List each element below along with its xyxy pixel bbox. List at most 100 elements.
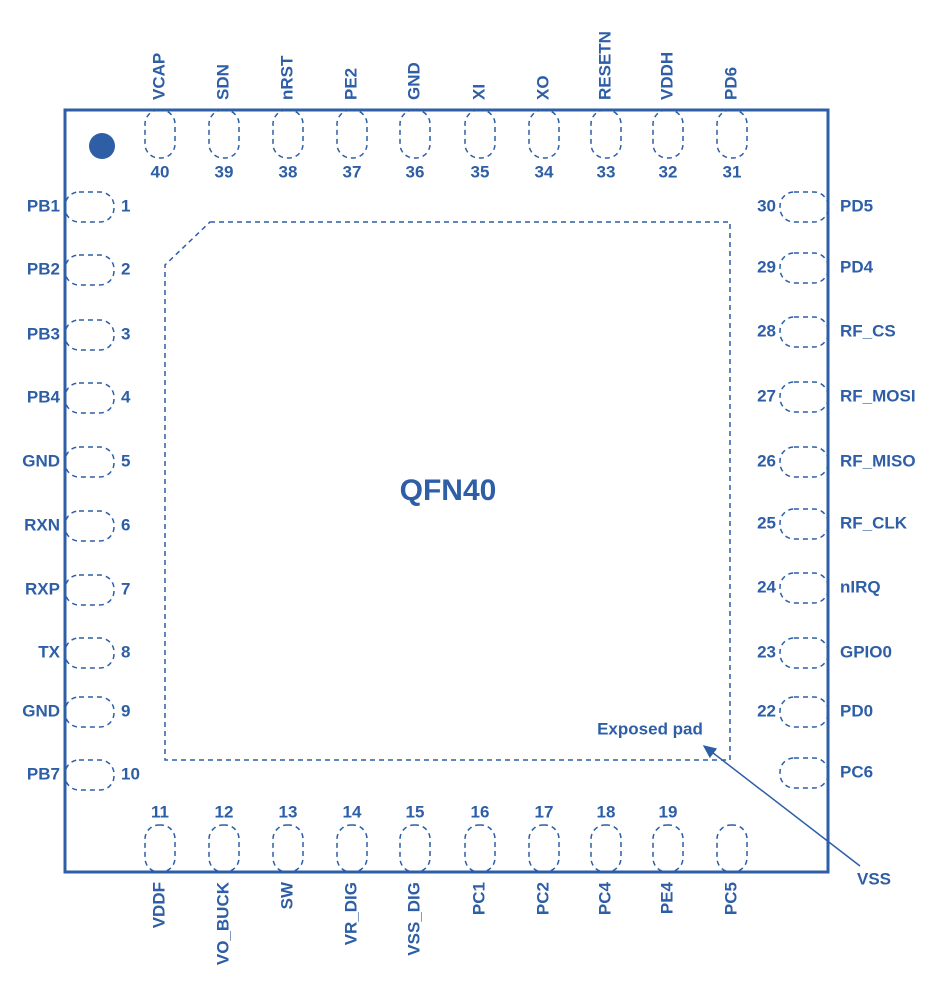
pin-name: RF_CLK: [840, 513, 908, 532]
pin-pad: [64, 696, 115, 728]
pin-number: 2: [121, 259, 130, 278]
pin-name: PE4: [657, 881, 676, 914]
pin-pad: [64, 637, 115, 669]
pin-name: PC2: [533, 882, 552, 915]
pin-number: 39: [215, 162, 234, 181]
pin-number: 31: [723, 162, 742, 181]
pin-number: 32: [659, 162, 678, 181]
pin-number: 25: [757, 513, 776, 532]
pin-number: 15: [406, 802, 425, 821]
pin-number: 17: [535, 802, 554, 821]
pin-pad: [779, 446, 829, 478]
pin-pad: [779, 696, 829, 728]
pin-name: RXP: [25, 579, 60, 598]
pin-number: 34: [535, 162, 554, 181]
pin-number: 22: [757, 701, 776, 720]
pin-number: 38: [279, 162, 298, 181]
pin-number: 29: [757, 257, 776, 276]
pin-pad: [208, 109, 240, 159]
pin-name: PD0: [840, 701, 873, 720]
pin-name: VCAP: [149, 53, 168, 100]
pin-pad: [336, 109, 368, 159]
package-outline: [63, 108, 830, 874]
pin-number: 36: [406, 162, 425, 181]
pin-pad: [64, 319, 115, 351]
pin-number: 9: [121, 701, 130, 720]
pin-number: 8: [121, 642, 130, 661]
pin-name: PC5: [721, 882, 740, 915]
pin-pad: [272, 824, 304, 873]
pin-name: PE2: [341, 68, 360, 100]
pin-number: 6: [121, 515, 130, 534]
pin-name: PB1: [27, 196, 60, 215]
pin-pad: [779, 508, 829, 540]
pin-name: VR_DIG: [341, 882, 360, 945]
pin-name: PC1: [469, 882, 488, 915]
vss-label: VSS: [857, 869, 891, 888]
pin-number: 12: [215, 802, 234, 821]
pin-pad: [779, 381, 829, 413]
pin-name: nIRQ: [840, 577, 881, 596]
exposed-pad-outline: [164, 221, 731, 761]
pin-pad: [779, 637, 829, 669]
pin-name: VO_BUCK: [213, 881, 232, 965]
pin-pad: [779, 316, 829, 348]
pin-name: RXN: [24, 515, 60, 534]
pin-number: 35: [471, 162, 490, 181]
pin-pad: [590, 824, 622, 873]
pin-pad: [64, 759, 115, 791]
pin-name: nRST: [277, 55, 296, 100]
pin-pad: [652, 109, 684, 159]
pin-pad: [779, 191, 829, 223]
pin-pad: [590, 109, 622, 159]
pin-pad: [464, 109, 496, 159]
pins: VCAP40SDN39nRST38PE237GND36XI35XO34RESET…: [22, 31, 915, 965]
pin-name: PD4: [840, 257, 874, 276]
pin-pad: [64, 382, 115, 414]
pin-number: 19: [659, 802, 678, 821]
pin-number: 40: [151, 162, 170, 181]
pin-name: PD6: [721, 67, 740, 100]
pin-name: GND: [22, 451, 60, 470]
pin-name: XI: [469, 84, 488, 100]
pin-pad: [208, 824, 240, 873]
pin-pad: [464, 824, 496, 873]
pin-number: 16: [471, 802, 490, 821]
pin-pad: [272, 109, 304, 159]
pin-pad: [336, 824, 368, 873]
pin-number: 14: [343, 802, 362, 821]
pin-name: PB2: [27, 259, 60, 278]
pin-number: 28: [757, 321, 776, 340]
pin-pad: [144, 109, 176, 159]
pin-name: PD5: [840, 196, 873, 215]
pin-number: 4: [121, 387, 131, 406]
pin-number: 30: [757, 196, 776, 215]
vss-arrow: [702, 745, 861, 867]
pin-name: PB3: [27, 324, 60, 343]
pin-pad: [779, 252, 829, 284]
pin-name: PC4: [595, 881, 614, 915]
pin-name: GND: [22, 701, 60, 720]
pin-number: 26: [757, 451, 776, 470]
pin-pad: [528, 824, 560, 873]
pin-number: 5: [121, 451, 130, 470]
pin-number: 11: [151, 802, 169, 821]
pin-name: PC6: [840, 762, 873, 781]
pin-name: SW: [277, 881, 296, 909]
pin-pad: [399, 824, 431, 873]
pin-name: PB4: [27, 387, 61, 406]
pin-name: PB7: [27, 764, 60, 783]
pin-pad: [64, 446, 115, 478]
pin-pad: [779, 572, 829, 604]
pin-name: XO: [533, 75, 552, 100]
pin-number: 24: [757, 577, 776, 596]
pin-number: 23: [757, 642, 776, 661]
pin-number: 7: [121, 579, 130, 598]
pin-pad: [64, 191, 115, 223]
pin-pad: [64, 574, 115, 606]
pin-number: 10: [121, 764, 140, 783]
package-title: QFN40: [400, 474, 497, 507]
pin-number: 3: [121, 324, 130, 343]
pin-name: RF_MISO: [840, 451, 916, 470]
pin-pad: [652, 824, 684, 873]
